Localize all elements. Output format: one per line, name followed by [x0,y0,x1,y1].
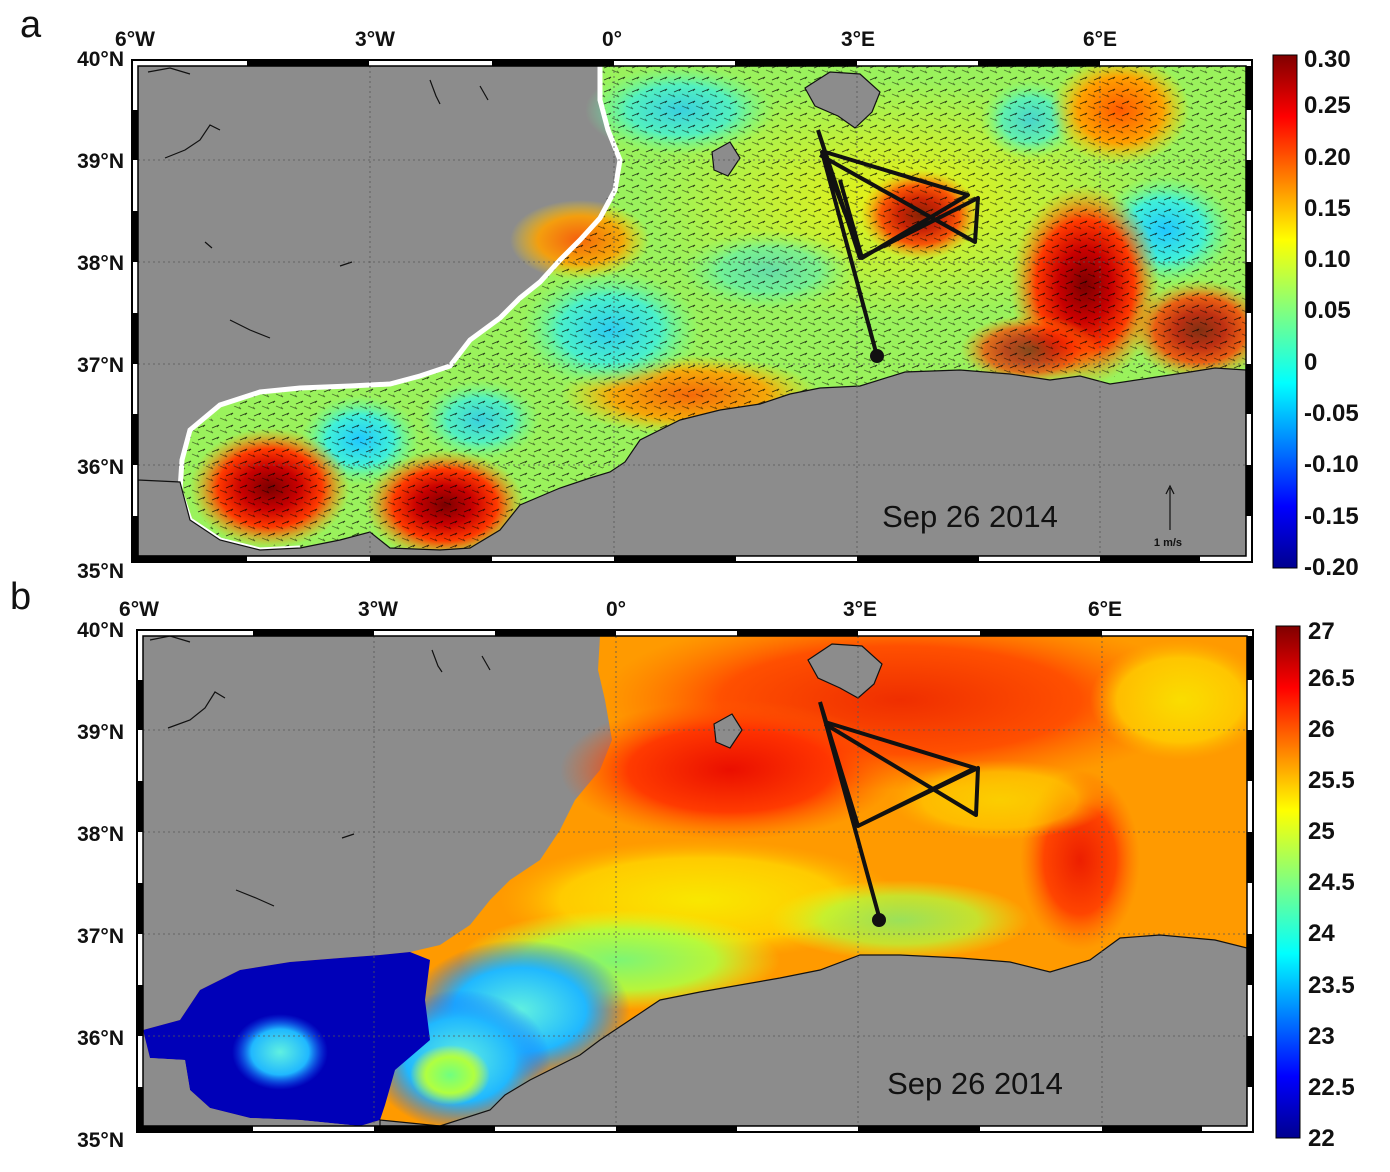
panel-b-map: Sep 26 2014 6°W 3°W 0° 3°E 6°E 40°N 39°N [77,598,1355,1152]
svg-text:0°: 0° [606,598,626,621]
svg-text:24.5: 24.5 [1308,869,1355,896]
svg-text:23: 23 [1308,1023,1335,1050]
colorbar-a [1272,54,1298,569]
africa-coast-a [138,367,1246,556]
svg-text:35°N: 35°N [77,560,124,583]
svg-text:0.30: 0.30 [1304,46,1351,73]
ibiza-a [711,141,741,177]
svg-text:3°W: 3°W [358,598,398,621]
colorbar-b-ticks: 27 26.5 26 25.5 25 24.5 24 23.5 23 22.5 … [1308,618,1355,1152]
svg-text:35°N: 35°N [77,1129,124,1152]
svg-text:37°N: 37°N [77,354,124,377]
lon-labels-a: 6°W 3°W 0° 3°E 6°E [115,28,1117,51]
africa-coast-b [379,934,1247,1126]
cruise-track-a [816,129,980,357]
svg-text:26.5: 26.5 [1308,665,1355,692]
mallorca-a [804,71,881,129]
svg-text:38°N: 38°N [77,823,124,846]
svg-text:0.05: 0.05 [1304,297,1351,324]
svg-text:39°N: 39°N [77,150,124,173]
svg-text:23.5: 23.5 [1308,972,1355,999]
mallorca-b [807,643,883,699]
svg-text:6°W: 6°W [115,28,155,51]
frame-checker-b [137,630,1253,1132]
grid-a [138,66,1246,556]
svg-text:36°N: 36°N [77,1027,124,1050]
svg-text:24: 24 [1308,920,1335,947]
svg-text:40°N: 40°N [77,619,124,642]
svg-text:36°N: 36°N [77,456,124,479]
panel-b-letter: b [10,576,32,618]
ibiza-b [713,713,743,749]
svg-text:6°E: 6°E [1083,28,1117,51]
svg-text:37°N: 37°N [77,925,124,948]
svg-text:38°N: 38°N [77,252,124,275]
svg-text:3°E: 3°E [841,28,875,51]
svg-text:0.20: 0.20 [1304,144,1351,171]
svg-text:6°E: 6°E [1088,598,1122,621]
lat-labels-a: 40°N 39°N 38°N 37°N 36°N 35°N [77,48,124,583]
svg-text:-0.10: -0.10 [1304,451,1359,478]
cruise-track-b [818,701,980,921]
colorbar-a-ticks: 0.30 0.25 0.20 0.15 0.10 0.05 0 -0.05 -0… [1304,46,1359,581]
svg-text:26: 26 [1308,716,1335,743]
cold-eddy [232,1014,328,1090]
station-marker-a [870,349,884,363]
svg-text:0.25: 0.25 [1304,92,1351,119]
lon-labels-b: 6°W 3°W 0° 3°E 6°E [119,598,1122,621]
colorbar-b [1275,625,1301,1139]
svg-text:39°N: 39°N [77,721,124,744]
date-label-b: Sep 26 2014 [887,1066,1063,1101]
svg-text:-0.15: -0.15 [1304,503,1359,530]
frame-checker-a [132,60,1252,562]
svg-text:0.15: 0.15 [1304,195,1351,222]
lat-labels-b: 40°N 39°N 38°N 37°N 36°N 35°N [77,619,124,1152]
svg-text:22: 22 [1308,1125,1335,1152]
svg-text:3°W: 3°W [355,28,395,51]
panel-a-letter: a [20,4,42,46]
svg-text:0°: 0° [602,28,622,51]
svg-text:25.5: 25.5 [1308,767,1355,794]
station-marker-b [872,913,886,927]
scale-label: 1 m/s [1154,537,1182,549]
svg-text:22.5: 22.5 [1308,1074,1355,1101]
svg-text:25: 25 [1308,818,1335,845]
svg-text:0.10: 0.10 [1304,246,1351,273]
svg-text:40°N: 40°N [77,48,124,71]
svg-text:3°E: 3°E [843,598,877,621]
grid-b [143,636,1247,1126]
panel-a-map: 1 m/s Sep 26 2014 6°W 3°W 0° 3°E 6°E [77,28,1359,583]
svg-text:-0.20: -0.20 [1304,554,1359,581]
date-label-a: Sep 26 2014 [882,499,1058,534]
svg-text:6°W: 6°W [119,598,159,621]
svg-text:-0.05: -0.05 [1304,400,1359,427]
svg-text:0: 0 [1304,349,1317,376]
svg-text:27: 27 [1308,618,1335,645]
